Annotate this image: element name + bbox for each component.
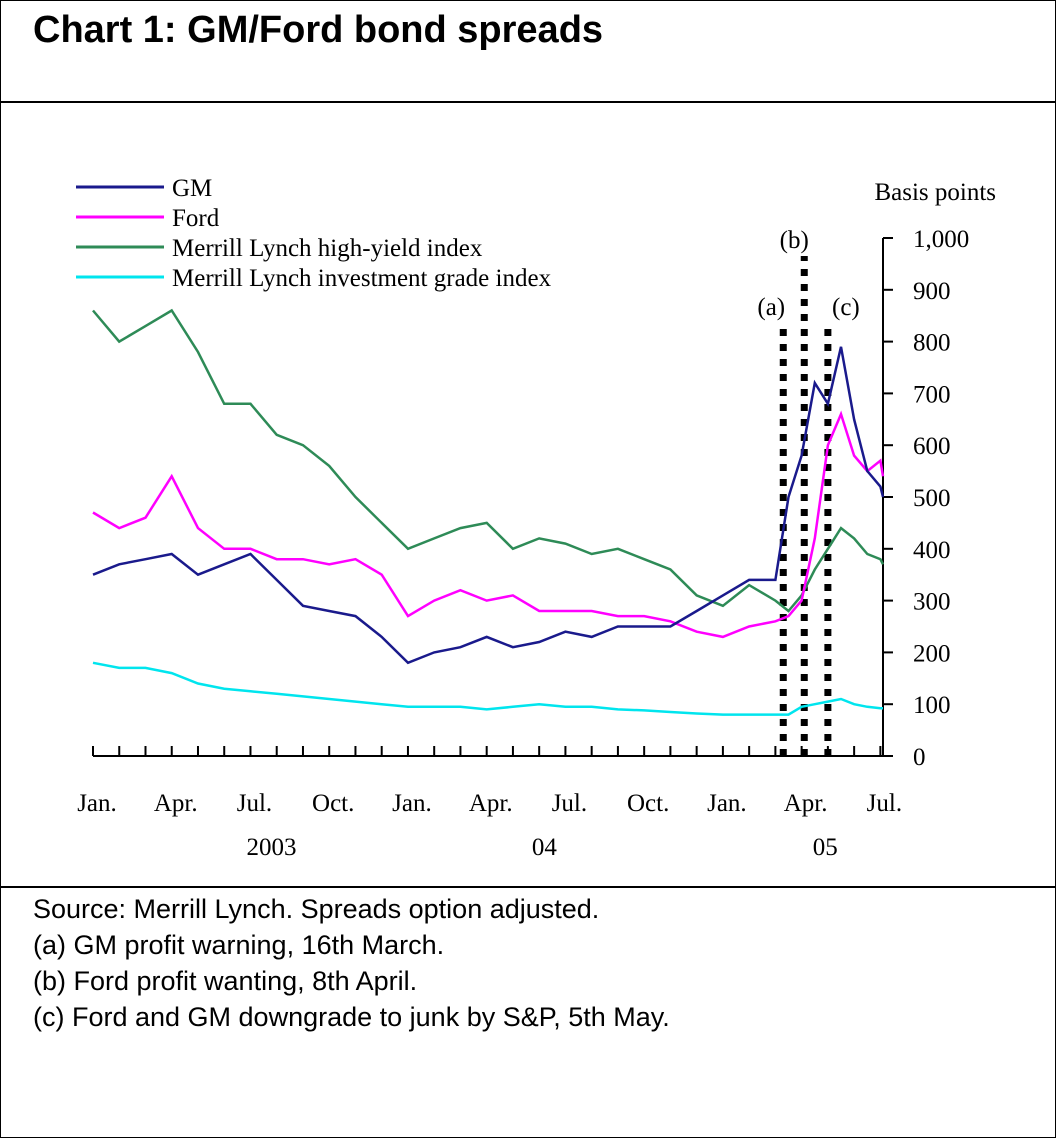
separator [1, 886, 1055, 888]
x-tick-label: Jul. [552, 790, 587, 817]
x-tick-label: Jan. [392, 790, 432, 817]
x-tick-label: Oct. [312, 790, 354, 817]
y-tick-label: 1,000 [913, 226, 969, 253]
x-tick-label: Apr. [469, 790, 513, 817]
y-tick-label: 600 [913, 433, 951, 460]
separator [1, 101, 1055, 103]
y-tick-label: 100 [913, 692, 951, 719]
event-label: (c) [832, 294, 860, 321]
x-tick-label: Jan. [77, 790, 117, 817]
legend-label: Merrill Lynch high-yield index [172, 235, 483, 262]
y-tick-label: 800 [913, 330, 951, 357]
legend-label: Merrill Lynch investment grade index [172, 265, 552, 292]
legend-label: GM [172, 175, 212, 202]
note: (b) Ford profit wanting, 8th April. [33, 966, 418, 996]
legend-label: Ford [172, 205, 220, 232]
title: Chart 1: GM/Ford bond spreads [33, 9, 604, 51]
chart: Jan. Apr. Jul. Oct. Jan. Apr. Jul. Oct. Jan. Apr.… [76, 175, 996, 861]
note: (a) GM profit warning, 16th March. [33, 930, 445, 960]
y-tick-label: 300 [913, 589, 951, 616]
y-tick-label: 200 [913, 640, 951, 667]
y-tick-label: 700 [913, 381, 951, 408]
y-axis-label: Basis points [874, 179, 996, 206]
note: Source: Merrill Lynch. Spreads option ad… [33, 894, 600, 924]
y-tick-label: 0 [913, 744, 926, 771]
y-tick-label: 900 [913, 278, 951, 305]
x-group-label: 04 [532, 834, 558, 861]
x-tick-label: Jan. [707, 790, 747, 817]
x-tick-label: Oct. [627, 790, 669, 817]
x-tick-label: Jul. [867, 790, 902, 817]
series-line [92, 346, 885, 665]
x-tick-label: Apr. [154, 790, 198, 817]
note: (c) Ford and GM downgrade to junk by S&P… [33, 1002, 670, 1032]
series-line [92, 661, 883, 716]
series-line [92, 410, 885, 639]
x-group-label: 2003 [246, 834, 296, 861]
x-group-label: 05 [813, 834, 838, 861]
event-label: (a) [757, 294, 785, 321]
y-tick-label: 400 [913, 537, 951, 564]
x-tick-label: Apr. [784, 790, 828, 817]
notes: Source: Merrill Lynch. Spreads option ad… [33, 891, 670, 1035]
y-tick-label: 500 [913, 485, 951, 512]
series-line [92, 308, 885, 613]
x-tick-label: Jul. [237, 790, 272, 817]
event-label: (b) [780, 227, 809, 254]
